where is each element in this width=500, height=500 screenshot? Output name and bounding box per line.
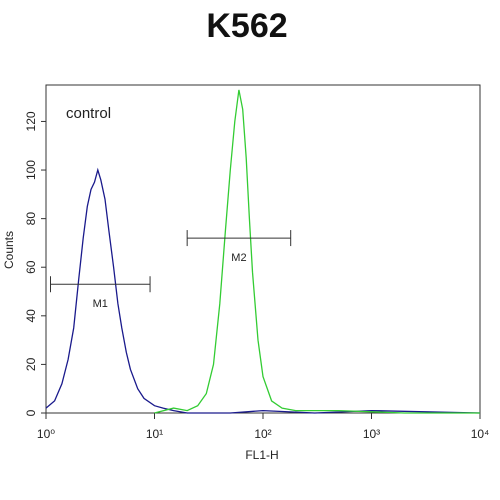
gate-label: M1 — [93, 298, 108, 310]
y-tick-label: 0 — [24, 409, 38, 416]
series-line — [45, 167, 481, 414]
gate-label: M2 — [231, 252, 246, 264]
x-tick-label: 10² — [254, 427, 271, 441]
x-tick-label: 10¹ — [146, 427, 163, 441]
x-tick-label: 10⁰ — [37, 427, 55, 441]
y-tick-label: 80 — [24, 212, 38, 226]
y-tick-label: 60 — [24, 260, 38, 274]
x-tick-label: 10³ — [363, 427, 380, 441]
annotation: control — [66, 105, 111, 122]
x-tick-label: 10⁴ — [471, 427, 490, 441]
y-tick-label: 100 — [24, 160, 38, 180]
series-line — [154, 89, 480, 414]
y-axis-label: Counts — [2, 231, 16, 269]
y-tick-label: 40 — [24, 309, 38, 323]
y-tick-label: 20 — [24, 357, 38, 371]
y-tick-label: 120 — [24, 111, 38, 131]
chart-title: K562 — [206, 7, 287, 45]
x-axis-label: FL1-H — [245, 448, 278, 462]
